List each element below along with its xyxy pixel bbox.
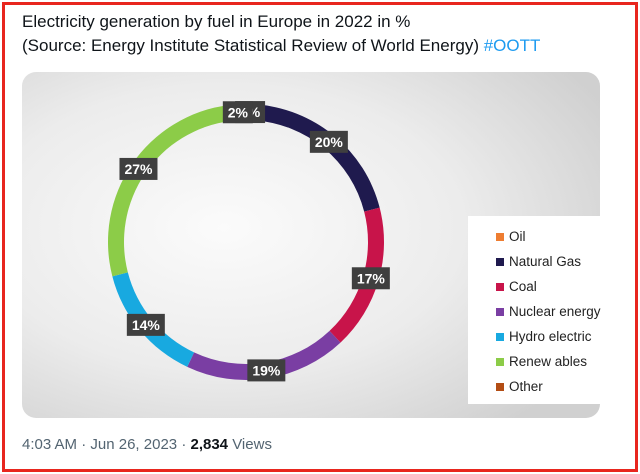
data-label-box (247, 359, 286, 382)
data-label-renew-ables: 27% (119, 157, 158, 180)
legend-swatch (496, 332, 504, 341)
data-label-box (309, 130, 348, 153)
data-label-box (126, 313, 165, 336)
legend-item-hydro-electric: Hydro electric (468, 324, 610, 349)
meta-separator: · (81, 436, 87, 453)
tweet-text: Electricity generation by fuel in Europe… (22, 10, 622, 58)
data-label-nuclear-energy: 19% (247, 359, 286, 382)
legend-item-coal: Coal (468, 274, 610, 299)
tweet-text-line-2: (Source: Energy Institute Statistical Re… (22, 34, 622, 58)
data-label-hydro-electric: 14% (126, 313, 165, 336)
tweet-time[interactable]: 4:03 AM (22, 436, 78, 453)
legend-swatch (496, 357, 504, 366)
data-label-text: 2% (228, 104, 249, 120)
tweet-meta: 4:03 AM · Jun 26, 2023 · 2,834 Views (22, 436, 272, 453)
chart-background (22, 72, 600, 418)
legend-item-renew-ables: Renew ables (468, 349, 610, 374)
donut-slice-nuclear-energy (187, 330, 341, 380)
data-label-box (222, 101, 253, 124)
legend-item-oil: Oil (468, 224, 610, 249)
donut-slice-natural-gas (253, 104, 380, 212)
legend-item-other: Other (468, 374, 610, 399)
views-count: 2,834 (190, 436, 229, 453)
data-label-box (351, 267, 390, 290)
views-label: Views (232, 436, 272, 453)
legend-label: Hydro electric (509, 329, 592, 344)
legend-label: Coal (509, 279, 537, 294)
legend-label: Nuclear energy (509, 304, 601, 319)
data-label-natural-gas: 20% (309, 130, 348, 153)
tweet-date[interactable]: Jun 26, 2023 (90, 436, 178, 453)
data-label-text: 14% (132, 317, 161, 333)
legend-item-natural-gas: Natural Gas (468, 249, 610, 274)
donut-data-labels: 1%20%17%19%14%27%2% (119, 101, 390, 382)
data-label-text: 27% (124, 161, 153, 177)
legend-label: Natural Gas (509, 254, 582, 269)
chart-legend: Oil Natural Gas Coal Nuclear energy Hydro el… (468, 216, 610, 404)
tweet-text-line-1: Electricity generation by fuel in Europe… (22, 12, 411, 31)
donut-slices (108, 104, 384, 380)
legend-label: Other (509, 379, 543, 394)
data-label-text: 17% (357, 270, 386, 286)
legend-swatch (496, 282, 504, 291)
data-label-box (119, 157, 158, 180)
data-label-coal: 17% (351, 267, 390, 290)
legend-label: Renew ables (509, 354, 588, 369)
legend-label: Oil (509, 229, 526, 244)
legend-swatch (496, 307, 504, 316)
legend-swatch (496, 232, 504, 241)
data-label-text: 19% (252, 362, 281, 378)
donut-slice-coal (329, 207, 384, 343)
hashtag-link[interactable]: #OOTT (483, 36, 541, 55)
tweet-source-text: (Source: Energy Institute Statistical Re… (22, 36, 479, 55)
donut-slice-hydro-electric (112, 272, 195, 367)
meta-separator: · (181, 436, 187, 453)
data-label-text: 20% (315, 134, 344, 150)
legend-swatch (496, 382, 504, 391)
data-label-other: 2% (222, 101, 253, 124)
legend-swatch (496, 257, 504, 266)
donut-chart: 1%20%17%19%14%27%2% (22, 72, 600, 418)
legend-item-nuclear-energy: Nuclear energy (468, 299, 610, 324)
donut-slice-renew-ables (108, 105, 231, 277)
